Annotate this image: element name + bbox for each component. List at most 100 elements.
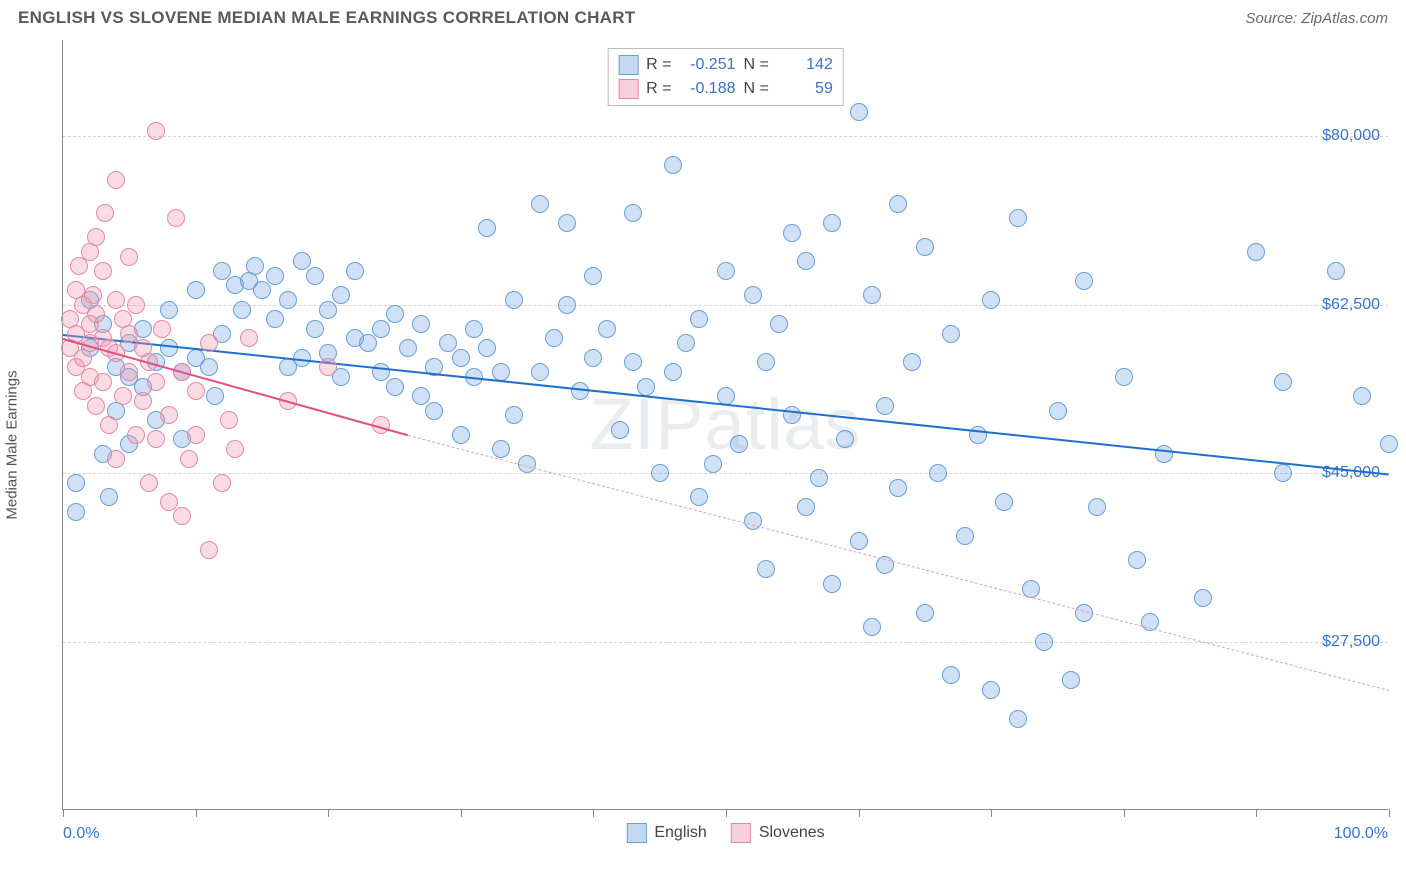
scatter-point	[173, 507, 191, 525]
scatter-point	[982, 681, 1000, 699]
scatter-point	[114, 387, 132, 405]
x-tick	[1389, 809, 1390, 817]
plot-area: ZIPatlas R = -0.251 N = 142 R = -0.188 N…	[62, 40, 1388, 810]
x-tick	[859, 809, 860, 817]
scatter-point	[757, 560, 775, 578]
scatter-point	[200, 541, 218, 559]
scatter-point	[1088, 498, 1106, 516]
scatter-point	[1274, 464, 1292, 482]
y-gridline	[63, 305, 1388, 306]
scatter-point	[545, 329, 563, 347]
scatter-point	[120, 363, 138, 381]
scatter-point	[372, 363, 390, 381]
scatter-point	[293, 252, 311, 270]
scatter-point	[359, 334, 377, 352]
scatter-point	[187, 281, 205, 299]
scatter-point	[180, 450, 198, 468]
scatter-point	[571, 382, 589, 400]
scatter-point	[969, 426, 987, 444]
scatter-point	[783, 224, 801, 242]
legend-label-english: English	[654, 824, 706, 842]
scatter-point	[127, 426, 145, 444]
scatter-point	[757, 353, 775, 371]
scatter-point	[810, 469, 828, 487]
scatter-point	[332, 286, 350, 304]
scatter-point	[942, 666, 960, 684]
scatter-point	[690, 310, 708, 328]
scatter-point	[200, 334, 218, 352]
scatter-point	[611, 421, 629, 439]
scatter-point	[651, 464, 669, 482]
scatter-point	[863, 618, 881, 636]
scatter-point	[1128, 551, 1146, 569]
scatter-point	[823, 214, 841, 232]
scatter-point	[982, 291, 1000, 309]
x-tick	[1124, 809, 1125, 817]
scatter-point	[67, 503, 85, 521]
scatter-point	[744, 286, 762, 304]
scatter-point	[452, 426, 470, 444]
scatter-point	[100, 488, 118, 506]
scatter-point	[704, 455, 722, 473]
scatter-point	[134, 392, 152, 410]
chart-header: ENGLISH VS SLOVENE MEDIAN MALE EARNINGS …	[0, 0, 1406, 32]
scatter-point	[1062, 671, 1080, 689]
scatter-point	[386, 305, 404, 323]
scatter-point	[412, 387, 430, 405]
chart-title: ENGLISH VS SLOVENE MEDIAN MALE EARNINGS …	[18, 8, 635, 28]
scatter-point	[797, 252, 815, 270]
scatter-point	[1327, 262, 1345, 280]
scatter-point	[889, 479, 907, 497]
scatter-point	[465, 320, 483, 338]
scatter-point	[96, 204, 114, 222]
legend-swatch-english	[626, 823, 646, 843]
legend-item-slovenes: Slovenes	[731, 823, 825, 843]
swatch-slovenes	[618, 79, 638, 99]
bottom-legend: English Slovenes	[626, 823, 824, 843]
scatter-point	[107, 171, 125, 189]
scatter-point	[730, 435, 748, 453]
scatter-point	[107, 291, 125, 309]
scatter-point	[744, 512, 762, 530]
scatter-point	[1009, 710, 1027, 728]
scatter-point	[147, 373, 165, 391]
scatter-point	[94, 262, 112, 280]
scatter-point	[386, 378, 404, 396]
scatter-point	[677, 334, 695, 352]
stat-r-slovenes: -0.188	[680, 80, 736, 98]
scatter-point	[558, 214, 576, 232]
scatter-point	[87, 305, 105, 323]
scatter-point	[127, 296, 145, 314]
scatter-point	[584, 267, 602, 285]
scatter-point	[160, 406, 178, 424]
scatter-point	[1049, 402, 1067, 420]
scatter-point	[153, 320, 171, 338]
scatter-point	[598, 320, 616, 338]
trend-line	[63, 334, 1389, 476]
stat-row-slovenes: R = -0.188 N = 59	[618, 77, 833, 101]
stat-n-slovenes: 59	[777, 80, 833, 98]
stat-r-label: R =	[646, 56, 671, 74]
scatter-point	[160, 339, 178, 357]
scatter-point	[372, 320, 390, 338]
scatter-point	[637, 378, 655, 396]
stat-r-label: R =	[646, 80, 671, 98]
scatter-point	[531, 195, 549, 213]
scatter-point	[266, 267, 284, 285]
scatter-point	[107, 450, 125, 468]
y-gridline	[63, 473, 1388, 474]
stat-n-label: N =	[744, 56, 769, 74]
scatter-point	[167, 209, 185, 227]
scatter-point	[220, 411, 238, 429]
scatter-point	[1075, 272, 1093, 290]
legend-swatch-slovenes	[731, 823, 751, 843]
scatter-point	[319, 301, 337, 319]
scatter-point	[1247, 243, 1265, 261]
scatter-point	[492, 363, 510, 381]
scatter-point	[233, 301, 251, 319]
scatter-point	[956, 527, 974, 545]
scatter-point	[903, 353, 921, 371]
scatter-point	[916, 604, 934, 622]
scatter-point	[253, 281, 271, 299]
scatter-point	[624, 204, 642, 222]
